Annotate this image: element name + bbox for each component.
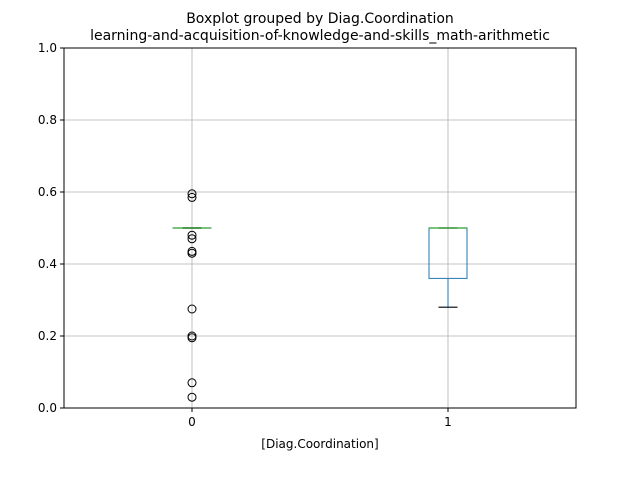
y-axis: 0.0 0.2 0.4 0.6 0.8 1.0 <box>38 41 64 415</box>
y-tick-label: 0.2 <box>38 329 57 343</box>
y-tick-label: 0.6 <box>38 185 57 199</box>
outlier-point <box>187 189 197 199</box>
outlier-point <box>187 392 197 402</box>
outlier-point <box>187 378 197 388</box>
boxes-layer <box>172 189 468 402</box>
x-axis-label: [Diag.Coordination] <box>261 437 378 451</box>
outlier-point <box>187 192 197 202</box>
outlier-point <box>187 333 197 343</box>
chart-title-line2: learning-and-acquisition-of-knowledge-an… <box>90 28 550 44</box>
outlier-point <box>187 304 197 314</box>
y-tick-label: 0.4 <box>38 257 57 271</box>
outlier-point <box>187 234 197 244</box>
y-tick-label: 0.0 <box>38 401 57 415</box>
y-tick-label: 1.0 <box>38 41 57 55</box>
box-group-0 <box>172 189 212 402</box>
box-group-1 <box>428 227 468 308</box>
outlier-point <box>187 230 197 240</box>
x-tick-label: 0 <box>188 415 196 429</box>
chart-title-line1: Boxplot grouped by Diag.Coordination <box>186 11 454 27</box>
grid-lines <box>64 47 576 409</box>
plot-frame <box>63 47 577 409</box>
outlier-point <box>187 248 197 258</box>
y-tick-label: 0.8 <box>38 113 57 127</box>
x-tick-label: 1 <box>444 415 452 429</box>
